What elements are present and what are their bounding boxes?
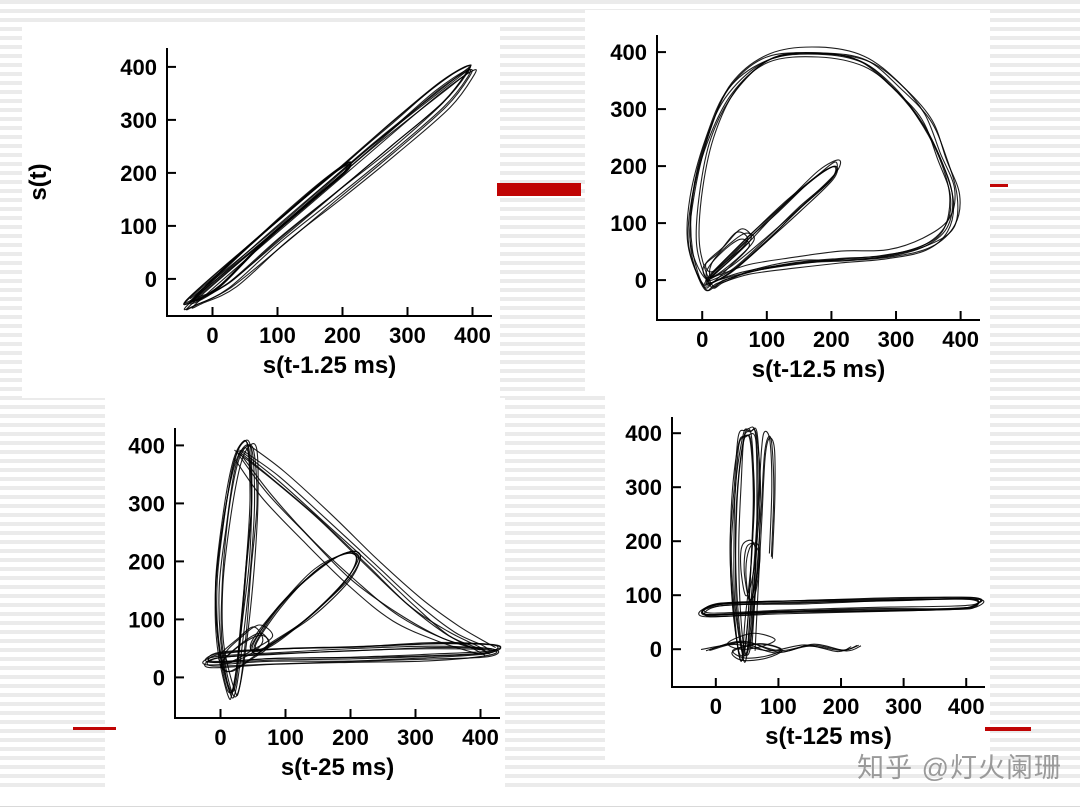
svg-text:0: 0 [635,268,647,293]
svg-text:100: 100 [610,211,647,236]
svg-text:100: 100 [748,327,785,352]
phase-plot-125ms-canvas: 0 100 200 300 400 0 100 200 300 400 s(t-125 ms) [625,417,985,750]
svg-text:0: 0 [145,267,157,292]
svg-text:0: 0 [153,665,165,690]
phase-plot-1-25ms-canvas: 0 100 200 300 400 0 100 200 300 400 s(t-1.25 ms) s(… [25,48,492,379]
svg-text:300: 300 [120,108,157,133]
red-accent-dash-bottom-left [73,727,116,730]
svg-text:s(t-12.5 ms): s(t-12.5 ms) [752,356,885,383]
panel-delay-25ms: 0 100 200 300 400 0 100 200 300 400 s(t-25 ms) [105,398,505,788]
svg-text:200: 200 [625,529,662,554]
svg-text:200: 200 [813,327,850,352]
svg-text:400: 400 [454,323,491,348]
panel-delay-1-25ms: 0 100 200 300 400 0 100 200 300 400 s(t-1.25 ms) s(… [22,26,500,398]
svg-text:100: 100 [259,323,296,348]
svg-text:400: 400 [128,433,165,458]
watermark: 知乎 @灯火阑珊 [857,746,1062,785]
svg-text:0: 0 [206,323,218,348]
red-accent-dash-bottom-right [985,727,1031,731]
panel-delay-125ms: 0 100 200 300 400 0 100 200 300 400 s(t-125 ms) [605,392,990,764]
bottom-hairline [0,806,1080,807]
svg-text:200: 200 [823,694,860,719]
svg-text:300: 300 [610,97,647,122]
bottom-white-strip [0,788,1080,810]
svg-text:300: 300 [885,694,922,719]
phase-plot-25ms-canvas: 0 100 200 300 400 0 100 200 300 400 s(t-25 ms) [128,428,502,781]
svg-text:300: 300 [397,725,434,750]
svg-text:0: 0 [214,725,226,750]
svg-text:400: 400 [948,694,985,719]
svg-text:s(t-125 ms): s(t-125 ms) [765,723,892,750]
svg-text:200: 200 [332,725,369,750]
svg-text:100: 100 [625,583,662,608]
svg-text:200: 200 [120,161,157,186]
svg-text:0: 0 [650,637,662,662]
svg-text:100: 100 [128,607,165,632]
svg-text:300: 300 [128,491,165,516]
svg-text:100: 100 [760,694,797,719]
svg-text:s(t): s(t) [25,163,52,200]
svg-text:s(t-25 ms): s(t-25 ms) [281,754,394,781]
svg-text:200: 200 [324,323,361,348]
svg-text:100: 100 [267,725,304,750]
svg-text:300: 300 [878,327,915,352]
svg-text:200: 200 [128,549,165,574]
svg-text:200: 200 [610,154,647,179]
svg-text:0: 0 [710,694,722,719]
svg-text:400: 400 [942,327,979,352]
svg-text:100: 100 [120,214,157,239]
phase-plot-12-5ms-canvas: 0 100 200 300 400 0 100 200 300 400 s(t-12.5 ms) [610,35,980,383]
red-accent-bar-center [497,183,581,196]
svg-text:300: 300 [625,475,662,500]
red-accent-dash-top-right [990,184,1008,187]
svg-text:0: 0 [696,327,708,352]
svg-text:400: 400 [120,55,157,80]
svg-text:400: 400 [625,421,662,446]
svg-text:s(t-1.25 ms): s(t-1.25 ms) [263,352,396,379]
svg-text:400: 400 [462,725,499,750]
svg-text:300: 300 [389,323,426,348]
watermark-text: 知乎 @灯火阑珊 [857,753,1062,783]
panel-delay-12-5ms: 0 100 200 300 400 0 100 200 300 400 s(t-12.5 ms) [585,10,990,392]
svg-text:400: 400 [610,40,647,65]
